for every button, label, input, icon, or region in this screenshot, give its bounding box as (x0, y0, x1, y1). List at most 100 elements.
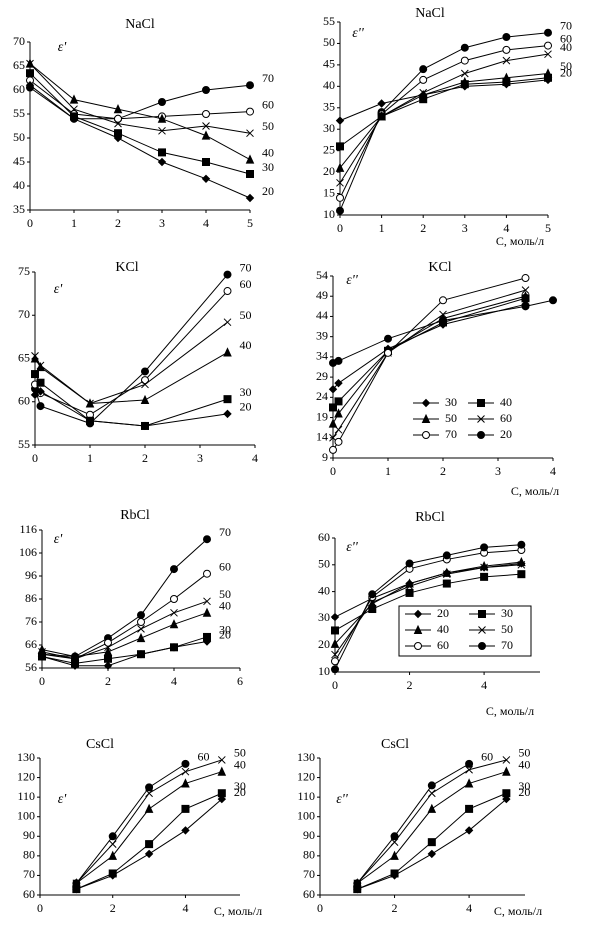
marker (157, 157, 167, 167)
marker (203, 597, 211, 606)
series-label: 20 (240, 400, 252, 414)
marker (390, 871, 399, 880)
marker (113, 133, 123, 143)
y-tick-label: 55 (323, 14, 335, 28)
y-tick-label: 30 (318, 610, 330, 624)
x-tick-label: 0 (32, 451, 38, 465)
y-tick-label: 75 (18, 264, 30, 278)
marker (69, 114, 79, 124)
series-line (41, 612, 208, 658)
marker (202, 86, 210, 94)
marker (137, 611, 145, 620)
marker (223, 395, 232, 404)
x-axis-label: C, моль/л (511, 484, 559, 498)
marker (418, 90, 428, 100)
series-line (339, 45, 549, 199)
series-line (339, 77, 549, 147)
y-tick-label: 60 (18, 394, 30, 408)
series-line (29, 63, 251, 161)
marker (31, 370, 39, 379)
y-tick-label: 110 (297, 789, 315, 803)
y-tick-label: 80 (303, 848, 315, 862)
y-tick-label: 120 (17, 769, 35, 783)
series-line (339, 53, 549, 184)
y-tick-label: 66 (25, 637, 37, 651)
series-line (75, 763, 186, 884)
chart-title: RbCl (415, 510, 445, 525)
marker (521, 286, 530, 295)
marker (334, 425, 343, 434)
x-axis-label: C, моль/л (486, 704, 534, 718)
x-tick-label: 3 (495, 464, 501, 478)
marker (521, 274, 530, 283)
y-tick-label: 70 (13, 34, 25, 48)
x-tick-label: 1 (71, 216, 77, 230)
series-label: 40 (560, 40, 572, 54)
y-tick-label: 60 (23, 887, 35, 901)
series-line (29, 80, 251, 120)
x-tick-label: 4 (503, 221, 509, 235)
marker (477, 415, 485, 423)
marker (478, 610, 486, 618)
marker (69, 94, 79, 104)
series-line (332, 289, 526, 439)
marker (136, 649, 146, 659)
x-tick-label: 4 (466, 901, 472, 915)
legend-label: 70 (501, 638, 513, 652)
x-tick-label: 4 (171, 674, 177, 688)
marker (217, 794, 227, 804)
marker (405, 582, 414, 591)
x-tick-label: 0 (332, 678, 338, 692)
marker (30, 353, 40, 363)
marker (427, 789, 436, 798)
marker (480, 563, 488, 572)
marker (460, 43, 469, 52)
y-tick-label: 70 (18, 307, 30, 321)
x-axis-label: C, моль/л (494, 904, 542, 918)
marker (181, 778, 190, 788)
x-tick-label: 0 (330, 464, 336, 478)
y-tick-label: 34 (316, 349, 328, 363)
marker (245, 193, 255, 203)
marker (202, 637, 212, 646)
marker (170, 608, 178, 617)
marker (460, 82, 470, 91)
series-line (41, 641, 208, 667)
y-axis-label: ε' (54, 532, 64, 547)
series-line (332, 303, 526, 390)
y-tick-label: 106 (19, 545, 37, 559)
marker (390, 850, 399, 860)
y-tick-label: 39 (316, 328, 328, 342)
marker (465, 804, 474, 813)
x-tick-label: 2 (420, 221, 426, 235)
marker (334, 397, 343, 406)
y-tick-label: 110 (17, 789, 35, 803)
x-tick-label: 2 (142, 451, 148, 465)
marker (419, 75, 428, 84)
x-axis-label: C, моль/л (496, 234, 544, 248)
marker (72, 884, 81, 894)
series-line (41, 636, 208, 664)
marker (335, 162, 345, 172)
series-label: 20 (560, 66, 572, 80)
marker (144, 849, 154, 859)
legend-label: 50 (501, 622, 513, 636)
marker (427, 849, 437, 859)
y-tick-label: 45 (13, 154, 25, 168)
series-label: 20 (219, 627, 231, 641)
x-tick-label: 0 (27, 216, 33, 230)
marker (36, 402, 45, 411)
marker (158, 126, 166, 135)
chart-title: NaCl (415, 6, 445, 21)
marker (419, 65, 428, 74)
marker (384, 334, 392, 343)
y-tick-label: 76 (25, 614, 37, 628)
series-label: 40 (219, 599, 231, 613)
series-label: 60 (560, 31, 572, 45)
y-axis-label: ε'' (346, 273, 359, 288)
marker (336, 142, 344, 151)
chart-title: CsCl (381, 737, 409, 752)
marker (377, 99, 386, 108)
